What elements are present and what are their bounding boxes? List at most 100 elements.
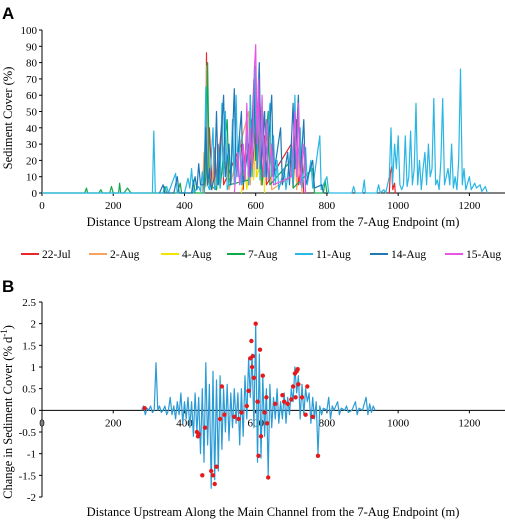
change-marker xyxy=(305,384,310,389)
change-marker xyxy=(251,375,257,380)
change-marker xyxy=(258,434,264,439)
change-marker xyxy=(256,453,261,458)
change-marker xyxy=(293,395,298,400)
panel-a-x-tick-label: 600 xyxy=(247,200,264,212)
panel-a-y-axis-label: Sediment Cover (%) xyxy=(1,67,15,170)
change-marker xyxy=(222,412,227,417)
panel-a-series xyxy=(42,44,488,194)
change-marker xyxy=(264,395,269,400)
change-marker xyxy=(236,416,241,422)
change-marker xyxy=(249,364,255,370)
change-marker xyxy=(303,412,308,417)
panel-b-y-tick-label: -2 xyxy=(27,492,36,504)
panel-b-series xyxy=(141,321,376,489)
panel-a-y-tick-label: 50 xyxy=(26,107,38,119)
change-marker xyxy=(202,425,208,430)
change-marker xyxy=(196,432,201,437)
panel-a-x-axis-label: Distance Upstream Along the Main Channel… xyxy=(87,215,460,229)
panel-b-x-tick-label: 800 xyxy=(319,417,336,429)
series-line-7-aug xyxy=(42,62,328,194)
change-marker xyxy=(260,373,265,378)
panel-a-x-tick-label: 200 xyxy=(105,200,122,212)
panel-a-x-tick-label: 400 xyxy=(176,200,193,212)
change-marker xyxy=(253,321,258,326)
change-marker xyxy=(310,414,315,419)
panel-b-y-tick-label: 1.5 xyxy=(22,340,36,352)
legend-label-4-aug: 4-Aug xyxy=(182,249,212,261)
panel-b-x-tick-label: 1000 xyxy=(387,417,410,429)
series-line-11-aug xyxy=(42,68,488,194)
panel-b-x-tick-label: 0 xyxy=(39,417,45,429)
change-marker xyxy=(282,399,287,404)
change-marker xyxy=(217,416,223,422)
change-marker xyxy=(200,473,205,478)
panel-b-y-label-sup: -1 xyxy=(0,329,9,337)
panel-a-y-tick-label: 0 xyxy=(32,188,38,200)
change-marker xyxy=(249,338,254,344)
panel-a-y-tick-label: 10 xyxy=(26,172,38,184)
panel-a-y-tick-label: 100 xyxy=(21,25,38,37)
legend-label-11-aug: 11-Aug xyxy=(316,249,351,261)
legend-label-2-aug: 2-Aug xyxy=(110,249,140,261)
panel-a-x-tick-label: 1200 xyxy=(458,200,481,212)
change-marker xyxy=(239,410,244,415)
change-marker xyxy=(285,401,290,406)
change-marker xyxy=(255,399,260,404)
legend-label-7-aug: 7-Aug xyxy=(248,249,278,261)
panel-b-y-tick-label: 1 xyxy=(31,362,37,374)
change-marker xyxy=(266,475,271,480)
series-line-14-aug xyxy=(158,62,324,194)
legend-label-14-aug: 14-Aug xyxy=(391,249,426,261)
change-marker xyxy=(209,468,214,474)
panel-a-x-tick-label: 0 xyxy=(39,200,45,212)
change-marker xyxy=(273,401,278,406)
legend-label-22-jul: 22-Jul xyxy=(42,249,71,261)
panel-a-y-tick-label: 40 xyxy=(26,123,38,135)
panel-a-y-tick-label: 60 xyxy=(26,90,38,102)
panel-b-y-label-main: Change in Sediment Cover (% d xyxy=(1,336,15,499)
panel-a-y-tick-label: 30 xyxy=(26,139,38,151)
panel-a-y-tick-label: 80 xyxy=(26,58,38,70)
change-marker xyxy=(290,384,296,389)
change-marker xyxy=(264,421,270,426)
change-marker xyxy=(280,393,285,398)
change-marker xyxy=(289,397,294,402)
panel-b-x-tick-label: 1200 xyxy=(458,417,481,429)
panel-a-x-tick-label: 800 xyxy=(319,200,336,212)
change-marker xyxy=(246,388,251,393)
legend: 22-Jul 2-Aug 4-Aug 7-Aug 11-Aug 14-Aug 15-Aug xyxy=(21,249,501,261)
change-marker xyxy=(210,473,216,478)
panel-b-axes: -2-1.5-1-0.500.511.522.50 200 400 600 800 100… xyxy=(19,297,505,504)
panel-b-y-tick-label: 0.5 xyxy=(22,384,36,396)
series-line-15-aug xyxy=(233,44,307,194)
panel-a-x-tick-label: 1000 xyxy=(387,200,410,212)
panel-b-y-tick-label: 2.5 xyxy=(22,297,36,309)
panel-b-x-tick-label: 200 xyxy=(105,417,122,429)
change-marker xyxy=(257,347,263,352)
panel-b-y-tick-label: -0.5 xyxy=(19,427,37,439)
panel-b-y-axis-label: Change in Sediment Cover (% d-1) xyxy=(0,325,15,499)
panel-b-x-axis-label: Distance Upstream Along the Main Channel… xyxy=(87,505,460,519)
panel-b-letter: B xyxy=(2,277,14,296)
panel-b-y-tick-label: -1.5 xyxy=(19,470,37,482)
change-marker xyxy=(142,406,147,411)
legend-label-15-aug: 15-Aug xyxy=(466,249,501,261)
change-marker xyxy=(296,382,301,387)
change-marker xyxy=(244,403,249,409)
panel-b-y-tick-label: 2 xyxy=(31,319,37,331)
panel-b: B -2-1.5-1-0.500.511.522.50 200 400 600 800 1… xyxy=(0,277,505,519)
change-marker xyxy=(214,464,219,469)
panel-b-y-tick-label: 0 xyxy=(31,405,37,417)
change-marker xyxy=(262,410,267,415)
change-series-line xyxy=(141,323,376,489)
change-marker xyxy=(315,453,321,458)
change-marker xyxy=(232,414,237,419)
change-marker xyxy=(295,367,300,372)
panel-b-y-tick-label: -1 xyxy=(27,449,36,461)
panel-a-y-tick-label: 20 xyxy=(26,155,38,167)
change-marker xyxy=(219,384,225,389)
change-marker xyxy=(299,395,305,400)
